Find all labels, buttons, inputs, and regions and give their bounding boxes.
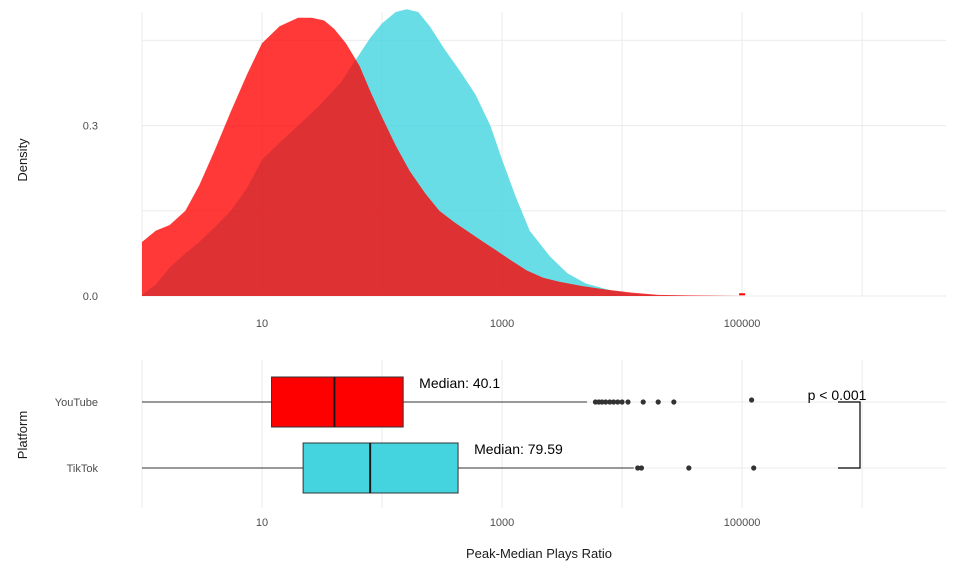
- x-axis-title: Peak-Median Plays Ratio: [466, 546, 612, 561]
- youtube-outlier-point: [615, 399, 621, 405]
- boxplot-x-ticks: 10 1000 100000: [256, 517, 761, 529]
- youtube-outlier-point: [607, 399, 613, 405]
- density-x-tick-label: 10: [256, 318, 268, 330]
- density-x-ticks: 10 1000 100000: [256, 318, 761, 330]
- youtube-density-area: [142, 17, 743, 296]
- youtube-outlier-point: [625, 399, 631, 405]
- density-x-tick-label: 100000: [724, 318, 761, 330]
- significance-bracket: [838, 401, 861, 469]
- youtube-median-label: Median: 40.1: [419, 375, 500, 391]
- density-x-tick-label: 1000: [490, 318, 514, 330]
- youtube-outlier-point: [671, 399, 677, 405]
- boxplot-y-tick-label: YouTube: [55, 397, 98, 409]
- tiktok-outlier-point: [635, 465, 641, 471]
- density-y-tick-label: 0.3: [83, 121, 98, 133]
- density-y-tick-label: 0.0: [83, 291, 98, 303]
- youtube-outlier-point: [603, 399, 609, 405]
- tiktok-outlier-point: [638, 465, 645, 471]
- tiktok-outlier-point: [686, 465, 692, 471]
- boxplot-boxes: Median: 40.1 Median: 79.59: [142, 375, 861, 494]
- tiktok-boxplot: Median: 79.59: [142, 441, 757, 494]
- density-y-axis-title: Density: [15, 138, 30, 182]
- significance-outlier-point: [748, 397, 755, 403]
- tiktok-median-label: Median: 79.59: [474, 441, 563, 457]
- youtube-iqr-box: [271, 376, 404, 428]
- youtube-outlier-point: [611, 399, 617, 405]
- density-panel: 0.0 0.3 10 1000 100000 Density: [15, 9, 946, 330]
- boxplot-gridlines: [141, 360, 946, 508]
- youtube-boxplot: Median: 40.1: [142, 375, 677, 428]
- boxplot-y-axis-title: Platform: [15, 411, 30, 459]
- boxplot-y-tick-label: TikTok: [67, 463, 99, 475]
- youtube-outlier-point: [599, 399, 605, 405]
- boxplot-y-ticks: YouTube TikTok: [55, 397, 99, 475]
- tiktok-iqr-box: [302, 442, 459, 494]
- boxplot-x-tick-label: 10: [256, 517, 268, 529]
- density-areas: [142, 9, 746, 296]
- youtube-outlier-point: [655, 399, 661, 405]
- significance-label: p < 0.001: [808, 387, 867, 403]
- tiktok-outlier-point: [751, 465, 757, 471]
- density-y-ticks: 0.0 0.3: [83, 121, 98, 303]
- boxplot-x-tick-label: 100000: [724, 517, 761, 529]
- boxplot-x-tick-label: 1000: [490, 517, 514, 529]
- youtube-outlier-point: [640, 399, 646, 405]
- youtube-outlier-point: [619, 399, 625, 405]
